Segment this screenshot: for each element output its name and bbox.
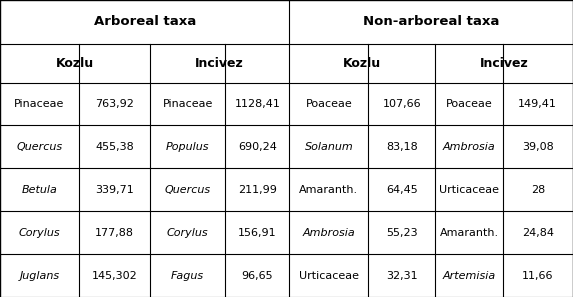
Text: Artemisia: Artemisia [442,271,496,281]
Text: Ambrosia: Ambrosia [442,142,496,152]
Text: Fagus: Fagus [171,271,204,281]
Text: 83,18: 83,18 [386,142,418,152]
Text: Corylus: Corylus [167,228,209,238]
Text: 690,24: 690,24 [238,142,277,152]
Text: Incivez: Incivez [195,57,244,70]
Text: Amaranth.: Amaranth. [439,228,499,238]
Text: Incivez: Incivez [480,57,529,70]
Text: 64,45: 64,45 [386,185,418,195]
Text: Betula: Betula [22,185,57,195]
Text: 149,41: 149,41 [519,99,557,109]
Text: Urticaceae: Urticaceae [439,185,499,195]
Text: 11,66: 11,66 [522,271,554,281]
Text: Quercus: Quercus [17,142,62,152]
Text: 156,91: 156,91 [238,228,277,238]
Text: 39,08: 39,08 [522,142,554,152]
Text: 55,23: 55,23 [386,228,418,238]
Text: Kozlu: Kozlu [343,57,382,70]
Text: Amaranth.: Amaranth. [299,185,359,195]
Text: 145,302: 145,302 [92,271,138,281]
Text: 455,38: 455,38 [95,142,134,152]
Text: Populus: Populus [166,142,209,152]
Text: 211,99: 211,99 [238,185,277,195]
Text: 32,31: 32,31 [386,271,418,281]
Text: Ambrosia: Ambrosia [303,228,355,238]
Text: 28: 28 [531,185,545,195]
Text: Pinaceae: Pinaceae [163,99,213,109]
Text: 107,66: 107,66 [383,99,421,109]
Text: Kozlu: Kozlu [56,57,94,70]
Text: Non-arboreal taxa: Non-arboreal taxa [363,15,500,29]
Text: 177,88: 177,88 [95,228,134,238]
Text: Pinaceae: Pinaceae [14,99,65,109]
Text: Solanum: Solanum [304,142,354,152]
Text: Poaceae: Poaceae [305,99,352,109]
Text: 24,84: 24,84 [522,228,554,238]
Text: 339,71: 339,71 [95,185,134,195]
Text: Quercus: Quercus [164,185,211,195]
Text: Urticaceae: Urticaceae [299,271,359,281]
Text: 1128,41: 1128,41 [234,99,280,109]
Text: Arboreal taxa: Arboreal taxa [93,15,196,29]
Text: Juglans: Juglans [19,271,60,281]
Text: 96,65: 96,65 [241,271,273,281]
Text: Poaceae: Poaceae [446,99,492,109]
Text: Corylus: Corylus [19,228,60,238]
Text: 763,92: 763,92 [95,99,134,109]
